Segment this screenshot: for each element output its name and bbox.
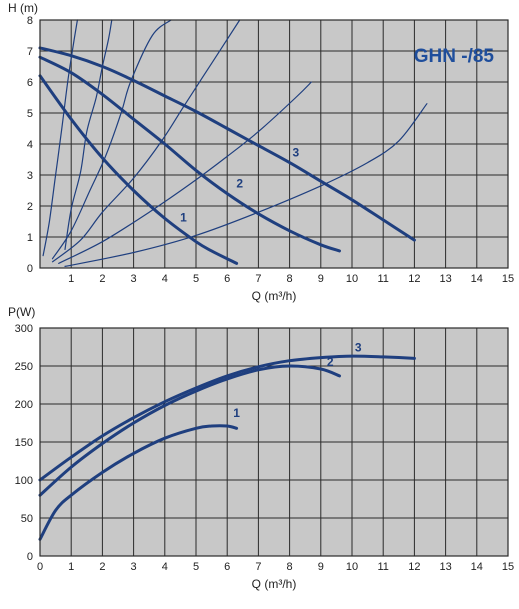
y-tick-label: 2	[27, 201, 33, 213]
x-tick-label: 1	[68, 273, 74, 285]
series-line-1	[38, 74, 239, 265]
x-tick-label: 9	[318, 273, 324, 285]
y-tick-label: 150	[15, 437, 33, 449]
curve-label: 1	[233, 406, 240, 420]
x-tick-label: 12	[408, 273, 420, 285]
head-x-ticks: 1 2 3 4 5 6 7 8 9 10 11 12 13 14 15	[68, 273, 514, 285]
x-tick-label: 3	[131, 273, 137, 285]
x-tick-label: 2	[99, 561, 105, 573]
x-tick-label: 5	[193, 561, 199, 573]
y-tick-label: 200	[15, 399, 33, 411]
head-grid	[39, 19, 509, 269]
system-curve-line	[58, 81, 312, 264]
system-curve-line	[51, 19, 172, 260]
x-tick-label: 4	[162, 561, 168, 573]
system-curve-line	[64, 103, 428, 267]
x-tick-label: 0	[37, 561, 43, 573]
x-tick-label: 7	[255, 561, 261, 573]
y-tick-label: 100	[15, 475, 33, 487]
x-tick-label: 14	[471, 561, 483, 573]
curve-label: 3	[292, 145, 299, 159]
series-line-1	[38, 424, 239, 541]
x-tick-label: 1	[68, 561, 74, 573]
x-tick-label: 9	[318, 561, 324, 573]
x-tick-label: 4	[162, 273, 168, 285]
y-tick-label: 4	[27, 139, 33, 151]
x-tick-label: 2	[99, 273, 105, 285]
y-tick-label: 0	[27, 551, 33, 563]
x-tick-label: 3	[131, 561, 137, 573]
curve-label: 2	[236, 176, 243, 190]
head-series	[38, 19, 428, 267]
x-tick-label: 6	[224, 273, 230, 285]
power-series	[38, 354, 416, 541]
model-title: GHN -/85	[414, 46, 495, 67]
x-tick-label: 5	[193, 273, 199, 285]
y-tick-label: 5	[27, 108, 33, 120]
x-tick-label: 13	[439, 561, 451, 573]
y-tick-label: 250	[15, 361, 33, 373]
x-tick-label: 12	[408, 561, 420, 573]
power-y-ticks: 0 50 100 150 200 250 300	[15, 323, 33, 563]
x-tick-label: 11	[377, 561, 388, 573]
y-tick-label: 50	[21, 513, 33, 525]
x-tick-label: 13	[439, 273, 451, 285]
y-tick-label: 1	[27, 232, 33, 244]
y-tick-label: 6	[27, 77, 33, 89]
x-tick-label: 8	[287, 273, 293, 285]
head-y-ticks: 0 1 2 3 4 5 6 7 8	[27, 15, 33, 275]
curve-label: 2	[327, 355, 334, 369]
y-tick-label: 3	[27, 170, 33, 182]
x-tick-label: 7	[255, 273, 261, 285]
power-flow-chart: 0 1 2 3 4 5 6 7 8 9 10 11 12 13 14 15 05010015020025030…	[8, 305, 514, 591]
y-tick-label: 0	[27, 263, 33, 275]
y-tick-label: 300	[15, 323, 33, 335]
x-tick-label: 10	[346, 273, 358, 285]
series-line-2	[38, 364, 341, 497]
y-tick-label: 8	[27, 15, 33, 27]
power-x-ticks: 0 1 2 3 4 5 6 7 8 9 10 11 12 13 14 15	[37, 561, 514, 573]
head-x-axis-label: Q (m³/h)	[252, 289, 297, 303]
power-y-axis-label: P(W)	[8, 305, 35, 319]
x-tick-label: 15	[502, 561, 514, 573]
power-x-axis-label: Q (m³/h)	[252, 577, 297, 591]
curve-label: 1	[180, 211, 187, 225]
system-curve-line	[64, 19, 113, 250]
head-curve-labels: 1 2 3	[180, 145, 299, 224]
x-tick-label: 6	[224, 561, 230, 573]
x-tick-label: 8	[287, 561, 293, 573]
power-curve-labels: 1 2 3	[233, 341, 362, 420]
head-y-axis-label: H (m)	[8, 1, 38, 15]
system-curve-line	[42, 19, 78, 257]
system-curve-line	[51, 19, 241, 263]
x-tick-label: 14	[471, 273, 483, 285]
x-tick-label: 15	[502, 273, 514, 285]
x-tick-label: 10	[346, 561, 358, 573]
y-tick-label: 7	[27, 46, 33, 58]
curve-label: 3	[355, 341, 362, 355]
x-tick-label: 11	[377, 273, 388, 285]
series-line-3	[38, 354, 416, 482]
head-plot-frame	[39, 19, 509, 269]
power-plot-frame	[39, 327, 509, 557]
series-line-2	[38, 55, 341, 253]
